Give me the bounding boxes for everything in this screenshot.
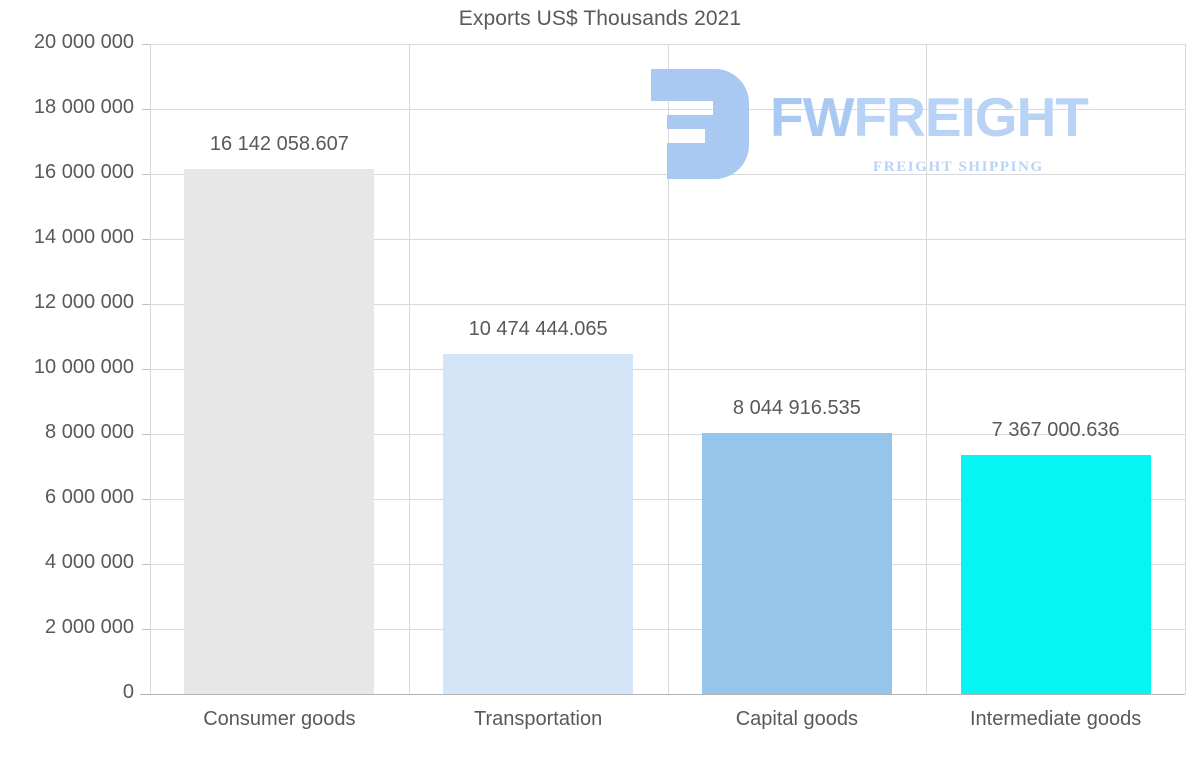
x-axis-category-label: Capital goods	[735, 708, 859, 730]
bar[interactable]	[960, 454, 1151, 694]
gridline-horizontal	[150, 304, 1185, 305]
gridline-vertical	[409, 44, 410, 694]
gridline-vertical	[1185, 44, 1186, 694]
y-axis-label: 4 000 000	[45, 551, 134, 573]
chart-title: Exports US$ Thousands 2021	[458, 7, 742, 30]
y-axis-tick	[142, 434, 150, 435]
y-axis-tick	[142, 499, 150, 500]
gridline-horizontal	[150, 564, 1185, 565]
gridline-horizontal	[150, 499, 1185, 500]
y-axis-label: 10 000 000	[33, 356, 134, 378]
gridline-horizontal	[150, 239, 1185, 240]
bar-value-label: 16 142 058.607	[209, 133, 349, 156]
gridline-vertical	[668, 44, 669, 694]
bar-value-label: 8 044 916.535	[732, 396, 861, 419]
bar[interactable]	[701, 432, 892, 694]
y-axis-tick	[142, 304, 150, 305]
y-axis-label: 18 000 000	[33, 96, 134, 118]
bar[interactable]	[443, 353, 634, 694]
gridline-vertical	[150, 44, 151, 694]
y-axis-tick	[142, 369, 150, 370]
gridline-horizontal	[150, 629, 1185, 630]
y-axis-tick	[142, 564, 150, 565]
y-axis-label: 12 000 000	[33, 291, 134, 313]
y-axis-tick	[142, 109, 150, 110]
y-axis-tick	[142, 174, 150, 175]
y-axis-tick	[142, 239, 150, 240]
x-axis-category-label: Transportation	[474, 708, 603, 730]
y-axis-label: 2 000 000	[45, 616, 134, 638]
y-axis-tick	[142, 44, 150, 45]
gridline-horizontal	[150, 369, 1185, 370]
y-axis-tick	[142, 629, 150, 630]
y-axis-label: 8 000 000	[45, 421, 134, 443]
gridline-horizontal	[150, 434, 1185, 435]
y-axis-label: 20 000 000	[33, 31, 134, 53]
y-axis-label: 16 000 000	[33, 161, 134, 183]
x-axis-category-label: Consumer goods	[203, 708, 356, 730]
bar-value-label: 10 474 444.065	[468, 317, 608, 340]
y-axis-label: 14 000 000	[33, 226, 134, 248]
x-axis-category-label: Intermediate goods	[970, 708, 1142, 730]
bar[interactable]	[184, 169, 375, 694]
x-axis-baseline	[140, 694, 1185, 695]
gridline-horizontal	[150, 44, 1185, 45]
bar-value-label: 7 367 000.636	[991, 418, 1120, 441]
y-axis-label: 0	[122, 681, 134, 703]
gridline-vertical	[926, 44, 927, 694]
y-axis-label: 6 000 000	[45, 486, 134, 508]
